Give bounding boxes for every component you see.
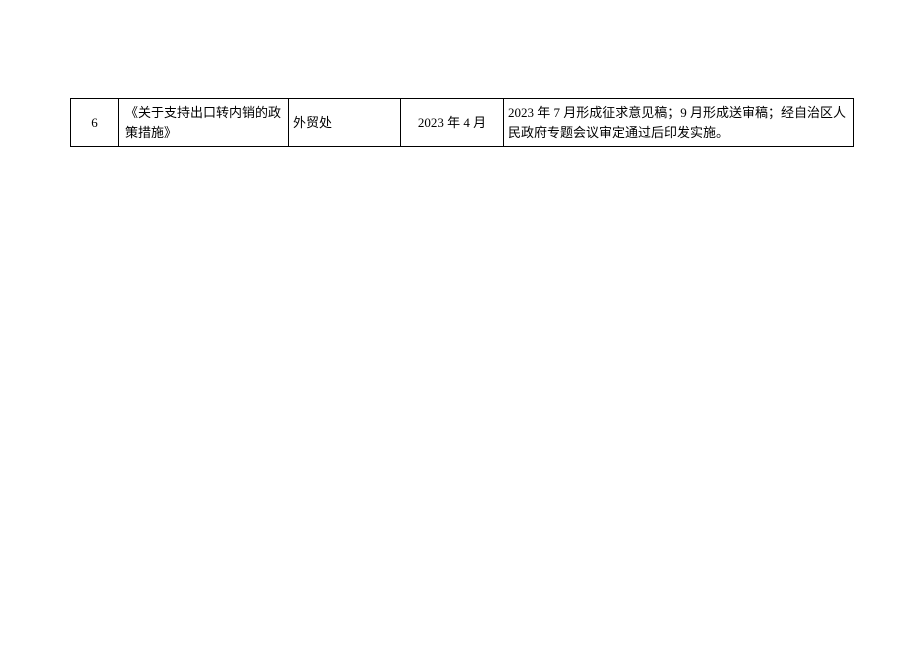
cell-date: 2023 年 4 月 xyxy=(401,99,504,147)
cell-department: 外贸处 xyxy=(289,99,401,147)
table-row: 6 《关于支持出口转内销的政策措施》 外贸处 2023 年 4 月 2023 年… xyxy=(71,99,854,147)
policy-table: 6 《关于支持出口转内销的政策措施》 外贸处 2023 年 4 月 2023 年… xyxy=(70,98,854,147)
cell-number: 6 xyxy=(71,99,119,147)
cell-title: 《关于支持出口转内销的政策措施》 xyxy=(119,99,289,147)
cell-description: 2023 年 7 月形成征求意见稿；9 月形成送审稿；经自治区人民政府专题会议审… xyxy=(504,99,854,147)
